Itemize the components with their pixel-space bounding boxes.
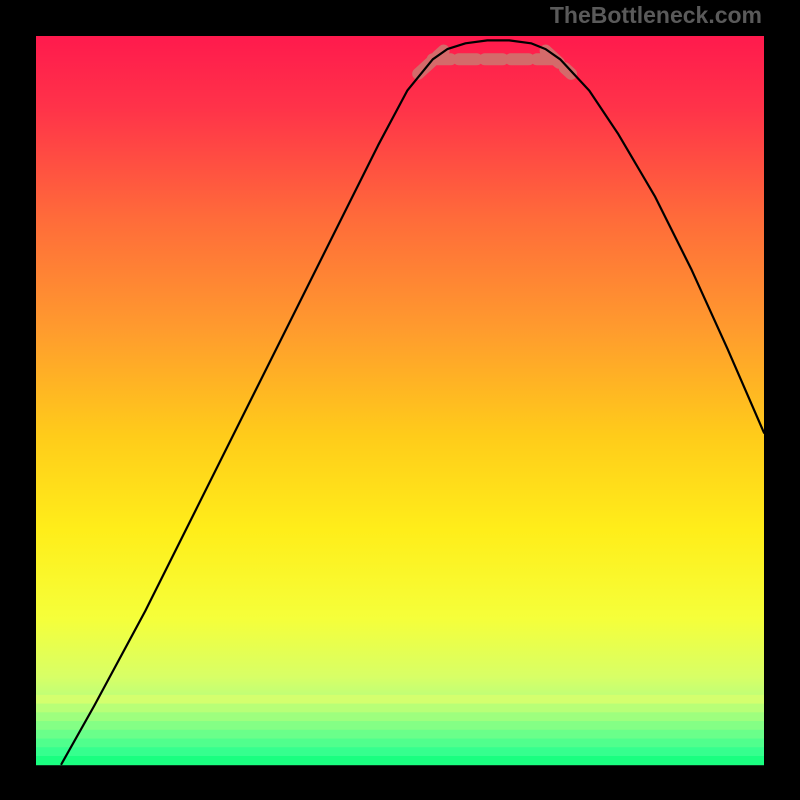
bottleneck-curve-chart	[0, 0, 800, 800]
plot-background	[36, 36, 764, 764]
watermark-text: TheBottleneck.com	[550, 2, 762, 29]
chart-container: TheBottleneck.com	[0, 0, 800, 800]
gradient-bottom-bands	[36, 695, 764, 765]
